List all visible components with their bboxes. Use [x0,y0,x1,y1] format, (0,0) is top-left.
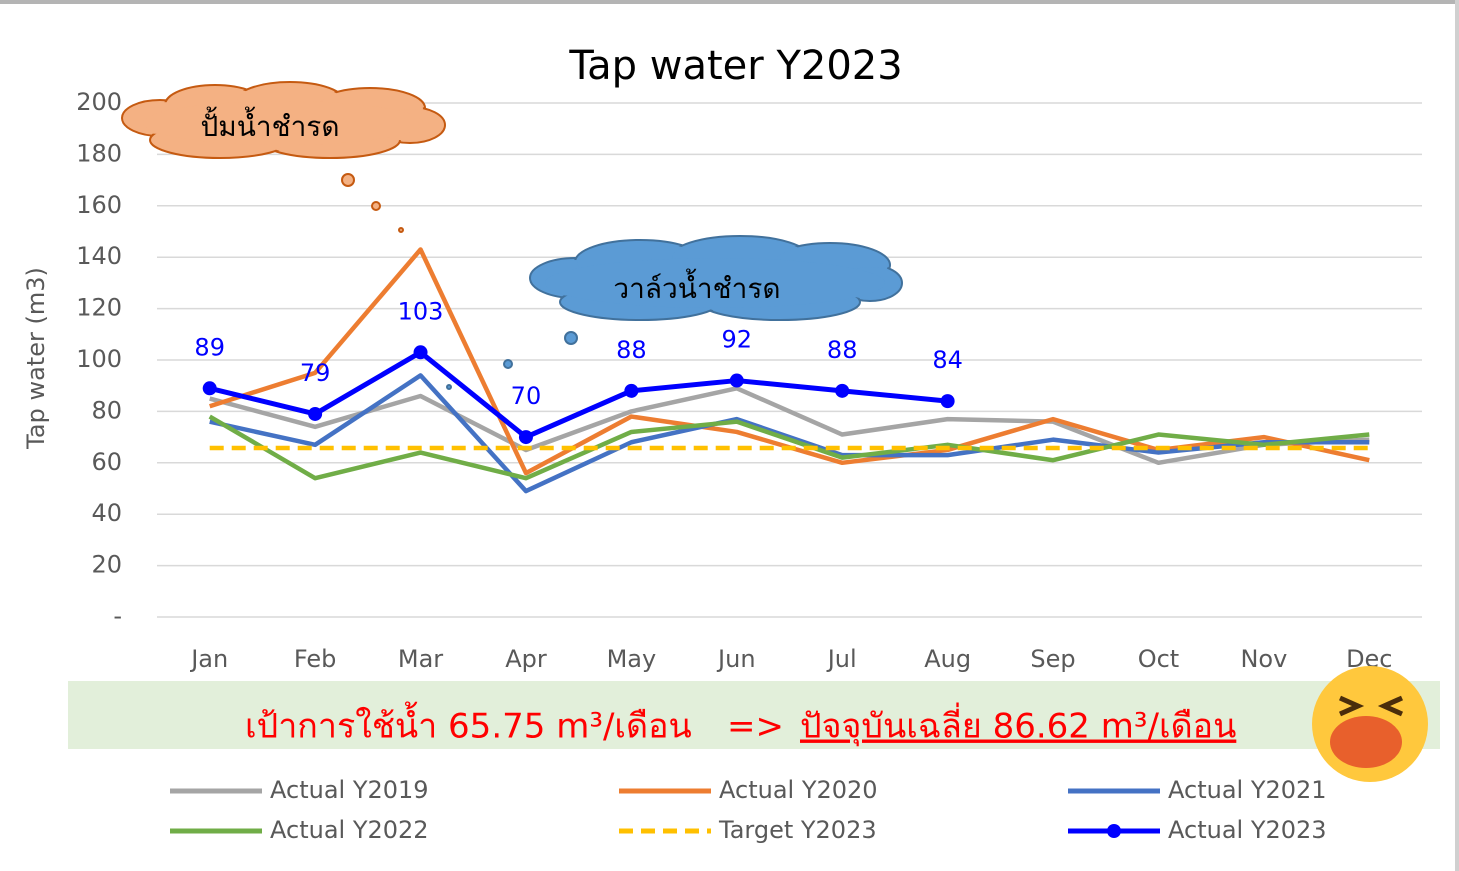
series-line [210,375,1370,491]
x-tick-label: Apr [505,645,547,673]
legend-label: Actual Y2022 [270,816,429,844]
legend: Actual Y2019 Actual Y2020 Actual Y2021 Actu… [170,776,1327,844]
legend-label: Actual Y2019 [270,776,429,804]
x-tick-label: Feb [294,645,337,673]
x-tick-label: Jul [826,645,857,673]
banner-current: ปัจจุบันเฉลี่ย 86.62 m³/เดือน [800,703,1236,747]
data-point [308,407,322,421]
x-tick-label: May [607,645,657,673]
y-tick-label: 200 [76,88,122,116]
x-tick-label: Nov [1240,645,1287,673]
cloud-callout [122,82,445,232]
y-tick-label: 180 [76,139,122,167]
data-point [624,384,638,398]
data-label: 89 [194,333,225,361]
data-point [414,345,428,359]
data-label: 88 [616,336,647,364]
y-tick-label: 60 [91,448,122,476]
crying-emoji [1312,666,1428,782]
data-label: 92 [722,326,753,354]
data-point [519,430,533,444]
annotation: ปั้มน้ำชำรด [200,106,339,143]
legend-label: Actual Y2020 [719,776,878,804]
x-tick-label: Mar [398,645,443,673]
data-point [730,374,744,388]
data-point [203,381,217,395]
annotation: วาล์วน้ำชำรด [613,268,780,305]
y-axis-title: Tap water (m3) [22,267,50,450]
y-tick-label: 20 [91,551,122,579]
legend-label: Actual Y2021 [1168,776,1327,804]
y-tick-label: 160 [76,191,122,219]
y-tick-label: - [113,602,122,630]
data-label: 84 [932,346,963,374]
legend-marker [1107,824,1121,838]
banner-target: เป้าการใช้น้ำ 65.75 m³/เดือน [245,702,692,747]
y-tick-label: 80 [91,396,122,424]
data-label: 79 [300,359,331,387]
banner-arrow: => [727,707,784,747]
x-tick-label: Sep [1030,645,1075,673]
top-border [0,0,1459,4]
data-point [941,394,955,408]
y-tick-label: 100 [76,345,122,373]
legend-label: Actual Y2023 [1168,816,1327,844]
data-label: 103 [398,297,444,325]
x-tick-label: Jun [716,645,756,673]
data-point [835,384,849,398]
chart-title: Tap water Y2023 [568,43,902,89]
plot-area: - 20 40 60 80 100 120 140 160 180 200 Jan Feb Mar Apr M… [76,88,1422,673]
cloud-callout [447,236,902,389]
y-tick-label: 140 [76,242,122,270]
y-tick-label: 40 [91,499,122,527]
data-label: 70 [511,382,542,410]
chart: Tap water Y2023 Tap water (m3) - 20 40 60 80… [0,0,1459,871]
x-tick-label: Jan [189,645,228,673]
right-border [1455,0,1459,871]
data-label: 88 [827,336,858,364]
legend-label: Target Y2023 [718,816,877,844]
y-tick-label: 120 [76,294,122,322]
x-tick-label: Aug [924,645,971,673]
x-tick-label: Oct [1138,645,1180,673]
